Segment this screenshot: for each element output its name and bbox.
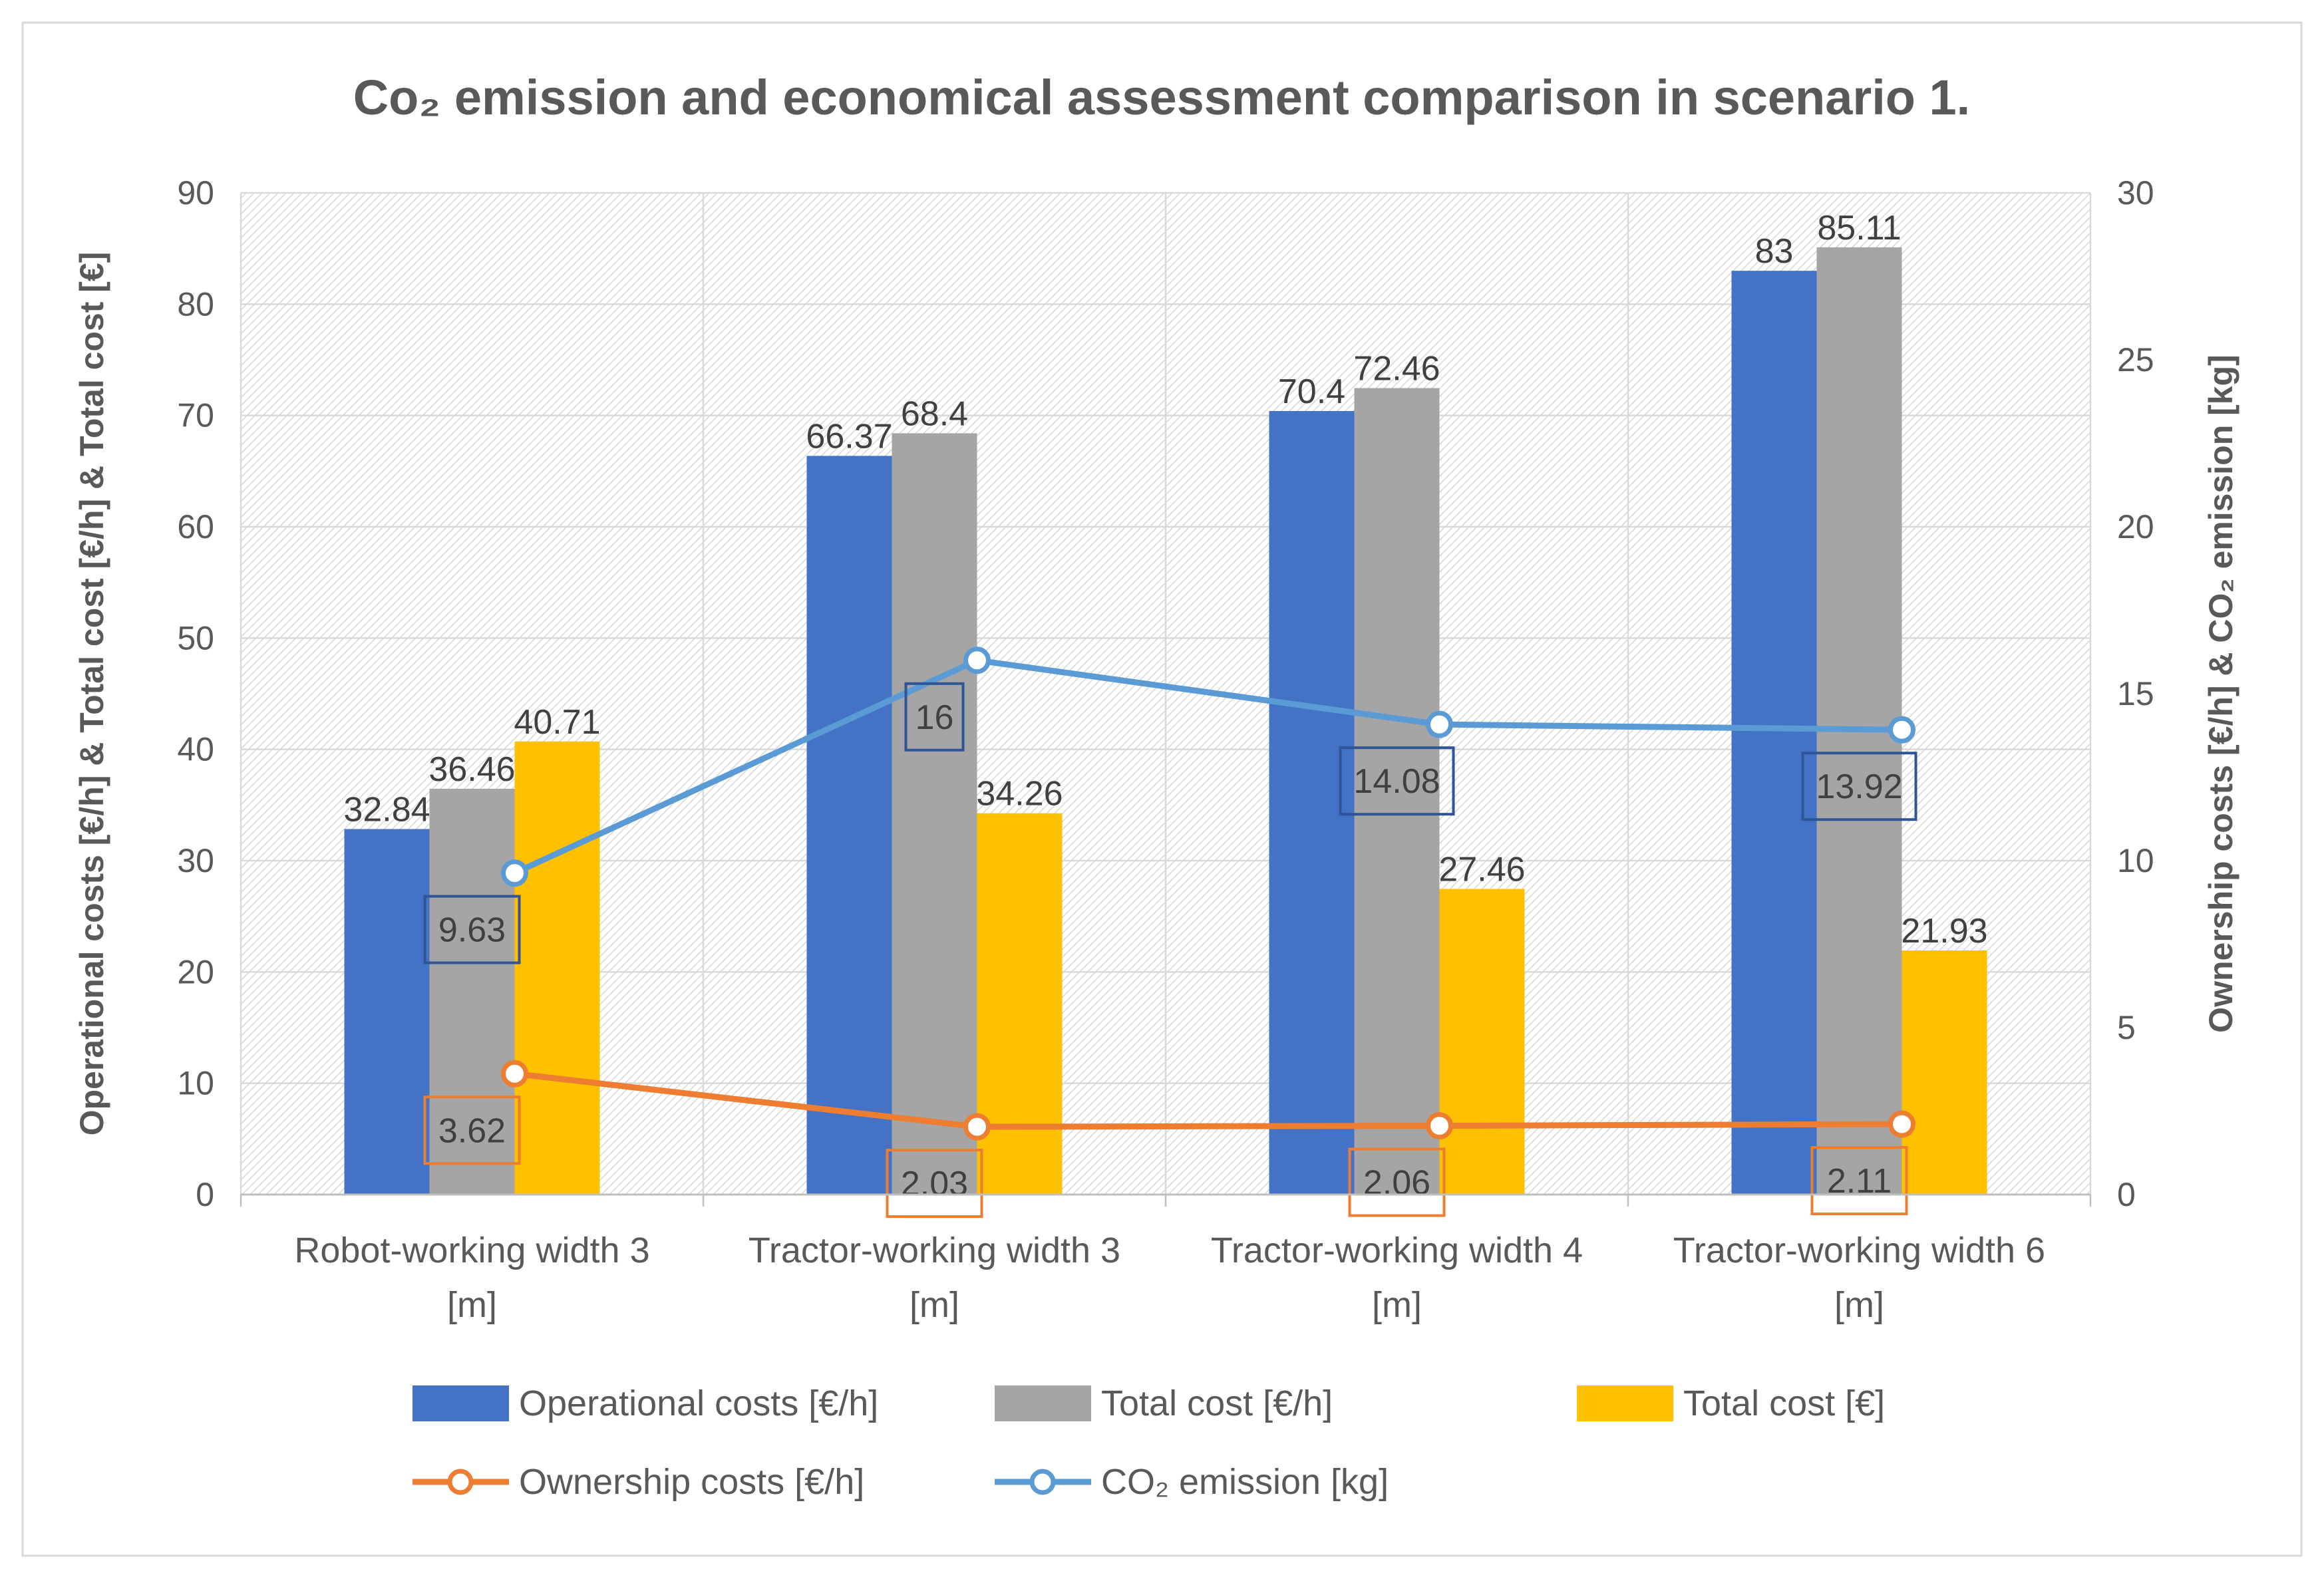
- bar: [1731, 271, 1817, 1195]
- y-tick-label: 60: [177, 508, 214, 545]
- legend-label: Total cost [€/h]: [1101, 1383, 1333, 1423]
- bar-data-label: 40.71: [514, 703, 600, 742]
- y-tick-label: 0: [196, 1176, 214, 1213]
- line-data-label: 13.92: [1816, 768, 1902, 806]
- legend-marker: [447, 1469, 474, 1495]
- bar: [892, 433, 977, 1195]
- bar: [514, 741, 600, 1195]
- x-category-label: Tractor-working width 4: [1211, 1230, 1583, 1270]
- line-label-box: [423, 1095, 521, 1165]
- bar-data-label: 85.11: [1817, 209, 1901, 247]
- y-tick-label: 70: [177, 397, 214, 434]
- bar: [1354, 388, 1440, 1195]
- series-line: [514, 1070, 1902, 1130]
- bar-data-label: 83: [1755, 232, 1794, 271]
- bars: [344, 247, 1987, 1195]
- y-tick-label: 80: [177, 285, 214, 323]
- bar-data-label: 72.46: [1353, 350, 1440, 388]
- y-tick-label: 90: [177, 174, 214, 212]
- line-data-label: 2.06: [1363, 1164, 1430, 1203]
- bar-data-label: 70.4: [1278, 372, 1345, 411]
- line-label-box: [1348, 1147, 1446, 1217]
- bar: [429, 788, 515, 1195]
- bar-data-label: 27.46: [1438, 851, 1525, 889]
- legend-swatch: [1577, 1385, 1673, 1421]
- y-tick-label: 10: [177, 1065, 214, 1102]
- legend-swatch: [995, 1385, 1091, 1421]
- line-marker: [1426, 1112, 1453, 1140]
- bar: [1439, 889, 1525, 1195]
- series-line: [513, 657, 1902, 876]
- x-category-label: [m]: [910, 1285, 959, 1325]
- line-label-box: [423, 895, 521, 964]
- x-category-label: [m]: [1372, 1285, 1422, 1325]
- y2-tick-label: 5: [2117, 1009, 2136, 1046]
- line-data-label: 14.08: [1353, 762, 1440, 801]
- line-marker: [1426, 710, 1453, 738]
- x-category-label: Tractor-working width 6: [1673, 1230, 2045, 1270]
- bar: [1816, 247, 1902, 1195]
- y2-tick-label: 0: [2117, 1176, 2136, 1213]
- bar-data-label: 68.4: [901, 394, 968, 433]
- y-tick-label: 50: [177, 619, 214, 656]
- y2-tick-label: 30: [2117, 174, 2154, 212]
- line-label-box: [904, 682, 965, 752]
- x-category-label: Robot-working width 3: [294, 1230, 649, 1270]
- bar: [1902, 950, 1987, 1195]
- y-tick-label: 20: [177, 953, 214, 990]
- legend: Operational costs [€/h] Total cost [€/h] T…: [413, 1383, 1885, 1502]
- bar: [344, 829, 430, 1195]
- legend-label: Operational costs [€/h]: [519, 1383, 878, 1423]
- line-marker: [1888, 716, 1915, 744]
- line-data-label: 16: [915, 698, 954, 737]
- x-category-label: Tractor-working width 3: [748, 1230, 1120, 1270]
- y2-tick-label: 25: [2117, 341, 2154, 378]
- legend-label: Ownership costs [€/h]: [519, 1462, 864, 1502]
- y-tick-label: 40: [177, 731, 214, 768]
- legend-label: Total cost [€]: [1683, 1383, 1885, 1423]
- line-marker: [963, 1113, 991, 1141]
- bar-data-label: 21.93: [1901, 912, 1987, 950]
- line-marker: [501, 1060, 528, 1087]
- line-label-box: [1810, 1146, 1908, 1216]
- y2-tick-label: 10: [2117, 842, 2154, 879]
- x-category-label: [m]: [447, 1285, 497, 1325]
- line-label-box: [1801, 752, 1917, 821]
- y-axis-title: Operational costs [€/h] & Total cost [€/…: [73, 252, 110, 1136]
- y2-tick-label: 15: [2117, 675, 2154, 712]
- axes: 0 10 20 30 40 50 60 70 80 90 0 5 10 15 20 25 30 Robot-wor…: [73, 174, 2240, 1325]
- line-marker: [501, 859, 528, 887]
- bar: [806, 456, 892, 1195]
- line-label-box: [1339, 746, 1455, 816]
- chart-title: Co₂ emission and economical assessment c…: [353, 70, 1971, 125]
- y2-tick-label: 20: [2117, 508, 2154, 545]
- line-marker: [1888, 1110, 1915, 1138]
- line-data-label: 2.03: [901, 1165, 968, 1203]
- bar-data-label: 32.84: [343, 790, 430, 829]
- bar-data-label: 36.46: [428, 750, 515, 789]
- bar-data-label: 66.37: [806, 417, 892, 456]
- legend-swatch: [413, 1385, 509, 1421]
- bar-data-label: 34.26: [976, 775, 1063, 813]
- line-label-box: [886, 1149, 983, 1219]
- x-category-label: [m]: [1834, 1285, 1884, 1325]
- y2-axis-title: Ownership costs [€/h] & CO₂ emission [kg…: [2202, 355, 2240, 1033]
- y-tick-label: 30: [177, 842, 214, 879]
- line-data-label: 3.62: [438, 1111, 506, 1150]
- line-marker: [963, 646, 991, 674]
- data-labels: 32.84 66.37 70.4 83 36.46 68.4 72.46 85.11 40.71…: [343, 209, 1988, 1219]
- legend-label: CO₂ emission [kg]: [1101, 1462, 1389, 1502]
- lines: [501, 646, 1915, 1141]
- legend-marker: [1029, 1469, 1056, 1495]
- bar: [977, 813, 1063, 1195]
- line-data-label: 9.63: [438, 911, 506, 950]
